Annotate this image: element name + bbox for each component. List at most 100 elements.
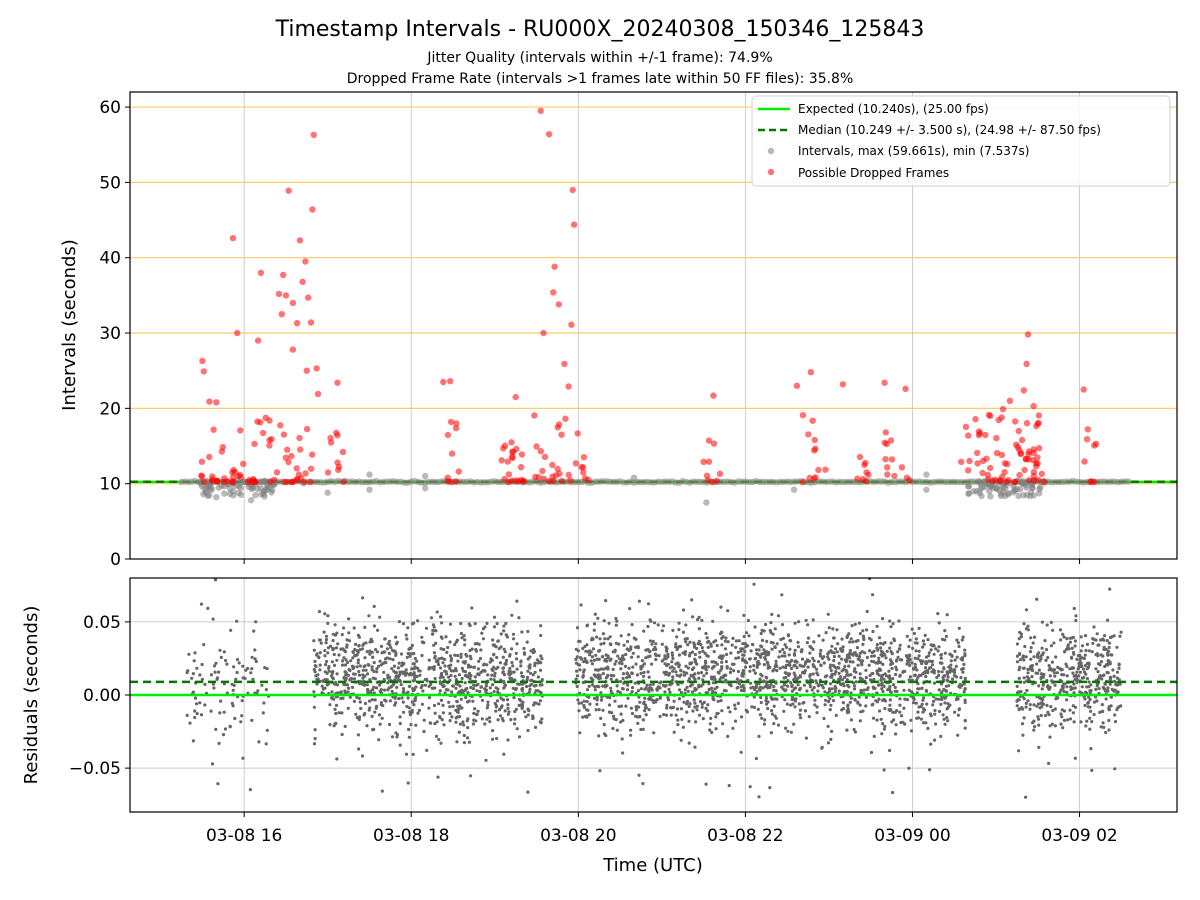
residual-point <box>677 653 682 657</box>
dropped-frame-point <box>987 412 994 420</box>
residual-point <box>849 673 853 677</box>
residual-point <box>780 685 784 689</box>
residual-point <box>820 656 825 661</box>
residual-point <box>621 676 625 681</box>
residual-point <box>685 685 689 689</box>
residual-point <box>595 657 599 661</box>
residual-point <box>1103 682 1107 686</box>
residual-point <box>471 722 475 726</box>
residual-point <box>720 636 724 640</box>
residual-point <box>763 650 767 654</box>
residual-point <box>313 659 317 664</box>
dropped-frame-point <box>906 477 913 484</box>
residual-point <box>458 684 462 688</box>
residual-point <box>241 756 245 760</box>
residual-point <box>235 670 239 675</box>
residual-point <box>875 718 879 722</box>
residual-point <box>683 673 687 677</box>
residual-point <box>721 654 725 658</box>
residual-point <box>506 738 510 742</box>
residual-point <box>585 708 589 712</box>
residual-point <box>885 649 889 653</box>
residual-point <box>603 637 607 641</box>
residual-point <box>793 705 797 709</box>
residual-point <box>749 686 753 690</box>
residual-point <box>621 672 626 676</box>
intervals-y-tick-label: 40 <box>99 249 121 269</box>
residual-point <box>431 632 435 636</box>
residual-point <box>345 643 349 647</box>
residual-point <box>828 682 833 686</box>
residual-point <box>1052 671 1056 675</box>
residual-point <box>677 697 682 701</box>
residual-point <box>839 647 843 651</box>
residual-point <box>891 790 895 795</box>
residual-point <box>264 688 268 692</box>
residual-point <box>1095 652 1099 656</box>
residual-point <box>654 653 658 658</box>
residual-point <box>347 617 351 621</box>
residual-point <box>704 691 708 695</box>
dropped-frame-point <box>1025 477 1033 484</box>
residual-point <box>679 738 683 742</box>
residual-point <box>681 725 686 729</box>
residual-point <box>944 689 948 693</box>
residual-point <box>419 686 423 690</box>
residual-point <box>884 656 888 660</box>
dropped-frame-point <box>339 448 347 456</box>
residual-point <box>417 708 421 713</box>
residual-point <box>759 700 763 705</box>
residual-point <box>318 663 322 667</box>
residual-point <box>438 676 442 680</box>
residual-point <box>923 633 927 638</box>
dropped-frame-point <box>815 466 822 474</box>
residual-point <box>677 628 681 632</box>
dropped-frame-point <box>700 458 707 465</box>
residual-point <box>726 706 731 710</box>
residual-point <box>406 781 410 785</box>
residual-point <box>1065 647 1069 651</box>
dropped-frame-point <box>541 453 549 461</box>
residual-point <box>828 708 832 712</box>
residual-point <box>413 656 417 661</box>
interval-point <box>260 478 267 485</box>
residual-point <box>357 670 361 674</box>
residual-point <box>600 655 605 659</box>
residual-point <box>448 622 453 626</box>
residual-point <box>317 655 321 659</box>
residual-point <box>432 643 436 647</box>
residual-point <box>392 669 396 673</box>
residual-point <box>615 684 619 688</box>
residual-point <box>937 670 941 674</box>
residual-point <box>585 699 589 704</box>
residual-point <box>240 714 244 718</box>
residual-point <box>1111 668 1115 672</box>
residual-point <box>481 627 485 631</box>
residual-point <box>414 685 418 689</box>
residual-point <box>442 647 446 652</box>
residual-point <box>895 658 899 662</box>
residual-point <box>875 700 880 704</box>
residual-point <box>832 654 837 659</box>
residual-point <box>435 720 439 724</box>
residual-point <box>187 652 191 656</box>
residual-point <box>710 730 714 735</box>
residual-point <box>425 748 429 753</box>
residual-point <box>746 644 750 648</box>
residual-point <box>821 638 825 642</box>
residual-point <box>780 623 785 627</box>
residual-point <box>211 617 215 621</box>
interval-point <box>366 486 373 493</box>
intervals-y-label: Intervals (seconds) <box>59 239 80 411</box>
residual-point <box>437 702 441 706</box>
residual-point <box>380 651 384 655</box>
residual-point <box>395 685 399 690</box>
dropped-frame-point <box>1020 387 1027 394</box>
residual-point <box>954 675 959 679</box>
residual-point <box>346 686 351 690</box>
residual-point <box>871 702 875 706</box>
dropped-frame-point <box>310 131 317 139</box>
residual-point <box>460 666 464 671</box>
residual-point <box>1110 635 1114 639</box>
dropped-frame-point <box>508 439 515 446</box>
